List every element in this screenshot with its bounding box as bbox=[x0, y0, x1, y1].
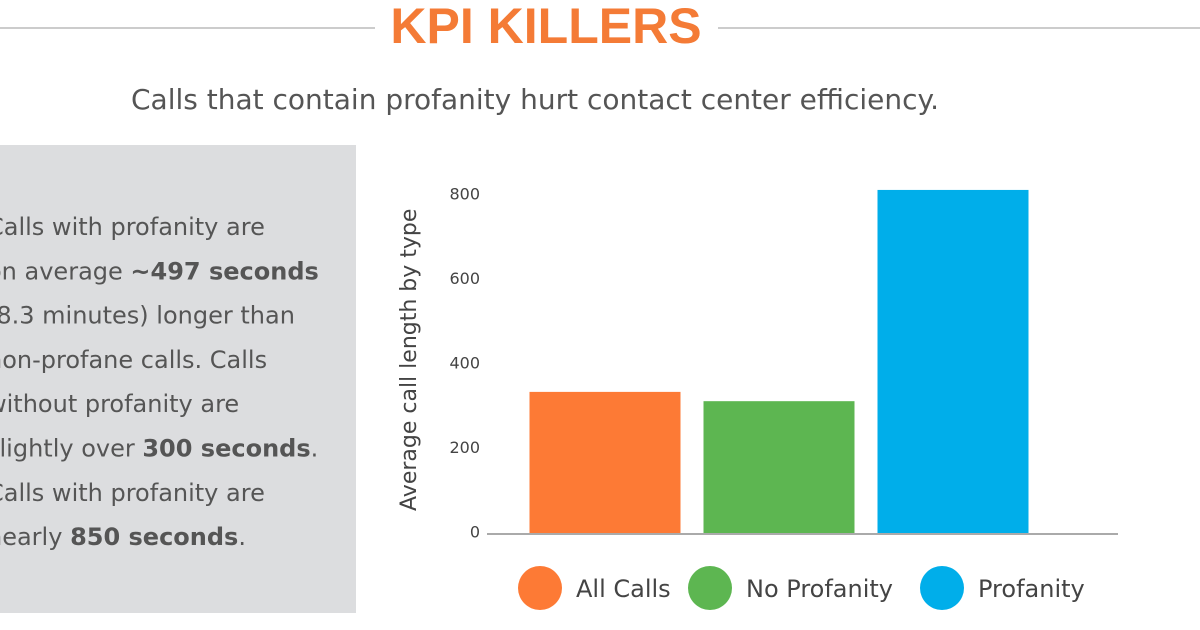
legend-swatch bbox=[920, 566, 964, 610]
legend-label: No Profanity bbox=[746, 575, 893, 603]
sidebar-segment: ~497 seconds bbox=[130, 257, 318, 285]
legend-label: Profanity bbox=[978, 575, 1085, 603]
legend-swatch bbox=[518, 566, 562, 610]
sidebar-line: Calls with profanity are bbox=[0, 213, 265, 241]
sidebar-segment: Calls with profanity are bbox=[0, 479, 265, 507]
y-axis-label: Average call length by type bbox=[397, 209, 422, 511]
sidebar-segment: 850 seconds bbox=[70, 523, 238, 551]
title: KPI KILLERS bbox=[390, 0, 701, 54]
y-tick-label: 400 bbox=[449, 354, 480, 373]
sidebar-segment: non-profane calls. Calls bbox=[0, 346, 267, 374]
sidebar-line: nearly 850 seconds. bbox=[0, 523, 246, 551]
y-tick-label: 600 bbox=[449, 269, 480, 288]
sidebar-line: slightly over 300 seconds. bbox=[0, 435, 318, 463]
legend-swatch bbox=[688, 566, 732, 610]
sidebar-box bbox=[0, 145, 356, 613]
bar bbox=[529, 391, 681, 533]
sidebar-segment: . bbox=[238, 523, 246, 551]
sidebar-segment: (8.3 minutes) longer than bbox=[0, 302, 295, 330]
y-tick-label: 800 bbox=[449, 185, 480, 204]
sidebar-segment: Calls with profanity are bbox=[0, 213, 265, 241]
y-tick-label: 200 bbox=[449, 438, 480, 457]
subtitle: Calls that contain profanity hurt contac… bbox=[131, 83, 939, 116]
sidebar-segment: on average bbox=[0, 257, 130, 285]
y-tick-label: 0 bbox=[470, 523, 480, 542]
sidebar-text: Calls with profanity are on average ~497 … bbox=[0, 213, 319, 551]
sidebar-segment: . bbox=[311, 435, 319, 463]
sidebar-line: (8.3 minutes) longer than bbox=[0, 302, 295, 330]
sidebar-segment: slightly over bbox=[0, 435, 142, 463]
sidebar-segment: 300 seconds bbox=[142, 435, 310, 463]
bar bbox=[877, 189, 1029, 533]
sidebar-segment: nearly bbox=[0, 523, 70, 551]
bar bbox=[703, 401, 855, 533]
sidebar-line: without profanity are bbox=[0, 390, 239, 418]
legend-label: All Calls bbox=[576, 575, 671, 603]
sidebar-line: non-profane calls. Calls bbox=[0, 346, 267, 374]
sidebar-segment: without profanity are bbox=[0, 390, 239, 418]
sidebar-line: Calls with profanity are bbox=[0, 479, 265, 507]
sidebar-line: on average ~497 seconds bbox=[0, 257, 319, 285]
